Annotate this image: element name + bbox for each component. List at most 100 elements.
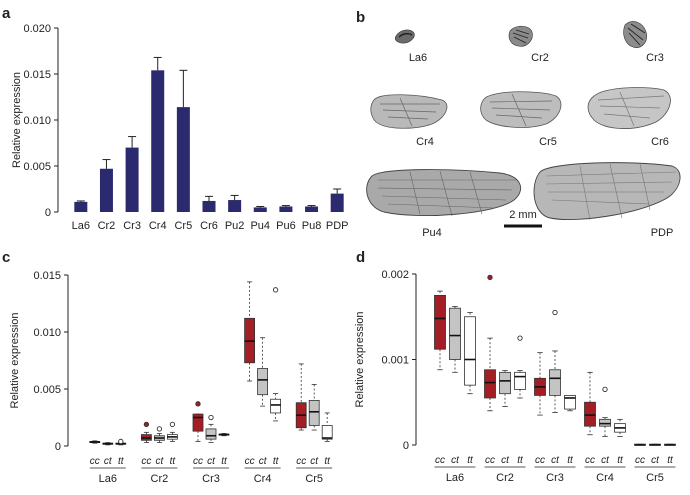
box-Cr4-tt xyxy=(270,398,282,414)
bar-Pu2 xyxy=(228,200,242,212)
wing-image-cr4 xyxy=(370,94,448,129)
panel-b-wing-images: La6 Cr2 Cr3 Cr4 Cr5 Cr6 Pu4 PDP 2 mm xyxy=(366,21,681,239)
box-Cr3-cc xyxy=(192,413,204,432)
x-tick-label-Pu2: Pu2 xyxy=(225,220,245,232)
x-tick-label-Cr2: Cr2 xyxy=(98,220,116,232)
wing-label-cr2: Cr2 xyxy=(531,52,549,64)
genotype-label-Cr5-tt: tt xyxy=(667,455,674,466)
outlier-Cr2-tt xyxy=(517,335,523,341)
genotype-label-Cr3-ct: ct xyxy=(551,455,560,466)
group-label-Cr5: Cr5 xyxy=(646,472,664,484)
y-tick-label: 0.001 xyxy=(381,355,409,367)
bar-PDP xyxy=(330,193,344,212)
x-tick-label-Cr5: Cr5 xyxy=(174,220,192,232)
box-Cr2-tt xyxy=(514,371,526,390)
group-label-Cr2: Cr2 xyxy=(496,472,514,484)
genotype-label-Cr3-ct: ct xyxy=(207,456,216,467)
genotype-label-Cr2-cc: cc xyxy=(485,455,495,466)
outlier-Cr3-ct xyxy=(208,414,214,421)
box-Cr3-ct xyxy=(549,369,561,396)
x-tick-label-Cr4: Cr4 xyxy=(149,220,167,232)
genotype-label-Cr3-tt: tt xyxy=(567,455,574,466)
genotype-label-La6-tt: tt xyxy=(467,455,474,466)
genotype-label-Cr2-ct: ct xyxy=(156,456,165,467)
genotype-label-Cr5-cc: cc xyxy=(635,455,645,466)
box-Cr3-tt xyxy=(564,395,576,410)
panel-label-d: d xyxy=(356,249,365,266)
box-Cr4-cc xyxy=(584,401,596,427)
genotype-label-Cr4-ct: ct xyxy=(259,456,268,467)
genotype-label-Cr5-tt: tt xyxy=(324,456,331,467)
y-tick-label: 0.015 xyxy=(23,69,51,81)
x-tick-label-Cr6: Cr6 xyxy=(200,220,218,232)
genotype-label-Cr2-tt: tt xyxy=(170,456,177,467)
group-label-Cr2: Cr2 xyxy=(151,473,169,485)
genotype-label-Cr4-cc: cc xyxy=(585,455,595,466)
genotype-label-Cr5-ct: ct xyxy=(310,456,319,467)
bar-Pu4 xyxy=(253,207,267,212)
y-tick-label: 0 xyxy=(55,441,61,453)
y-tick-label: 0.002 xyxy=(381,269,409,281)
wing-image-cr5 xyxy=(480,91,562,128)
outlier-Cr4-tt xyxy=(272,287,279,293)
wing-label-cr4: Cr4 xyxy=(416,136,434,148)
group-label-Cr4: Cr4 xyxy=(254,473,272,485)
outlier-Cr2-ct xyxy=(156,426,163,432)
wing-image-cr3 xyxy=(623,21,647,48)
y-tick-label: 0.015 xyxy=(33,270,61,282)
outlier-Cr2-cc xyxy=(143,421,150,427)
wing-image-cr6 xyxy=(587,87,671,129)
genotype-label-Cr2-cc: cc xyxy=(141,456,151,467)
panel-a-bar-chart: 0 0.005 0.010 0.015 0.020 Relative expression… xyxy=(11,23,348,232)
box-La6-ct xyxy=(449,307,461,360)
wing-image-pu4 xyxy=(366,169,522,217)
x-tick-label-Cr3: Cr3 xyxy=(123,220,141,232)
box-Cr5-tt xyxy=(321,425,333,440)
group-label-Cr3: Cr3 xyxy=(546,472,564,484)
wing-label-cr5: Cr5 xyxy=(539,136,557,148)
genotype-label-La6-cc: cc xyxy=(435,455,445,466)
outlier-Cr2-tt xyxy=(169,421,176,427)
box-La6-tt xyxy=(464,316,476,386)
panel-label-a: a xyxy=(2,5,11,22)
y-axis-title: Relative expression xyxy=(9,313,21,409)
genotype-label-Cr4-ct: ct xyxy=(601,455,610,466)
genotype-label-Cr4-tt: tt xyxy=(617,455,624,466)
bar-Cr4 xyxy=(151,70,165,212)
wing-image-la6 xyxy=(394,29,415,44)
x-tick-label-Pu6: Pu6 xyxy=(276,220,296,232)
y-axis-title: Relative expression xyxy=(354,312,366,408)
genotype-label-Cr5-ct: ct xyxy=(651,455,660,466)
bar-Cr5 xyxy=(176,107,190,212)
genotype-label-Cr3-tt: tt xyxy=(221,456,228,467)
y-tick-label: 0 xyxy=(403,440,409,452)
y-tick-label: 0.020 xyxy=(23,23,51,35)
scale-bar-label: 2 mm xyxy=(509,209,537,221)
x-tick-label-La6: La6 xyxy=(72,220,90,232)
genotype-label-Cr3-cc: cc xyxy=(193,456,203,467)
group-label-Cr4: Cr4 xyxy=(596,472,614,484)
genotype-label-Cr3-cc: cc xyxy=(535,455,545,466)
wing-label-cr3: Cr3 xyxy=(646,52,664,64)
genotype-label-La6-ct: ct xyxy=(451,455,460,466)
genotype-label-Cr4-cc: cc xyxy=(245,456,255,467)
outlier-La6-tt xyxy=(118,438,124,445)
x-tick-label-Pu4: Pu4 xyxy=(250,220,270,232)
y-axis-title: Relative expression xyxy=(11,72,23,168)
genotype-label-La6-ct: ct xyxy=(104,456,113,467)
genotype-label-Cr5-cc: cc xyxy=(296,456,306,467)
y-tick-label: 0.005 xyxy=(23,161,51,173)
x-tick-label-PDP: PDP xyxy=(326,220,349,232)
bar-Pu6 xyxy=(279,206,293,212)
box-Cr4-ct xyxy=(599,418,611,427)
panel-label-b: b xyxy=(356,9,365,26)
outlier-Cr3-cc xyxy=(195,401,201,407)
genotype-label-La6-tt: tt xyxy=(118,456,125,467)
x-tick-label-Pu8: Pu8 xyxy=(302,220,322,232)
wing-label-cr6: Cr6 xyxy=(651,136,669,148)
y-tick-label: 0 xyxy=(45,207,51,219)
genotype-label-Cr2-tt: tt xyxy=(517,455,524,466)
